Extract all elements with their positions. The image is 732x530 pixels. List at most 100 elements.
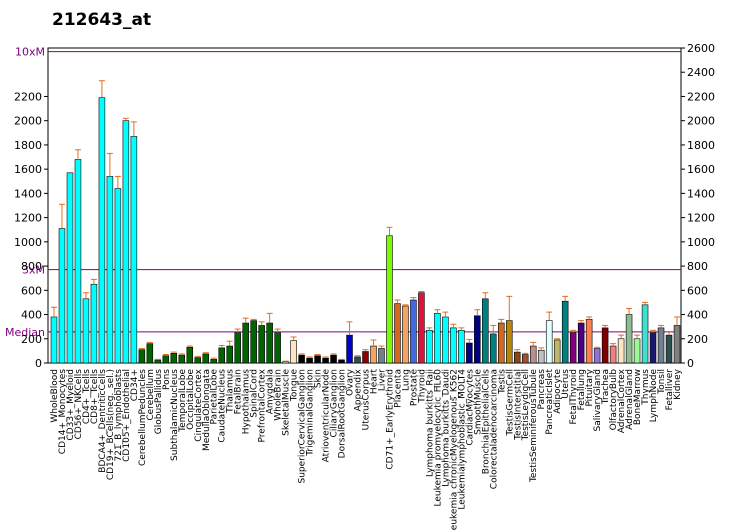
bar [130,136,138,364]
category-label: SalivaryGland [593,369,603,432]
category-label: TestisInterstitial [513,369,523,441]
bar [266,322,273,364]
left-tick-label: 1600 [14,163,42,176]
category-label: Thymus [641,369,651,406]
category-label: Liver [377,369,387,391]
category-label: CD56+_NKCells [74,369,84,440]
category-label: PancreaticIslet [545,369,555,435]
category-label: Leukemia promyelocytic_HL60 [433,369,443,507]
bar [66,172,74,364]
category-label: SkeletalMuscle [282,369,292,436]
bar [410,299,417,364]
right-tick-label: 1000 [687,236,715,249]
left-tick-label: 2000 [14,115,42,128]
category-label: Trachea [601,369,611,405]
bar [498,322,505,364]
bar [537,349,545,364]
bar [474,315,481,364]
bars [50,97,681,364]
category-label: AdrenalGland [625,369,635,430]
category-label: CD33+_Myeloid [66,369,76,441]
category-label: Leukemialymphoblastic_MOLT4 [457,369,467,510]
category-label: Appendix [354,368,364,411]
bar [370,345,377,364]
category-label: Ovary [346,368,356,396]
category-label: AtrioventricularNode [322,369,332,463]
bar [82,298,90,364]
bar [282,361,289,364]
bar [362,351,369,364]
bar [577,322,585,364]
category-label: Lung [401,369,411,391]
reference-line-label: Median [5,326,45,339]
bar [162,355,170,364]
category-label: CD19+_BCells(neg._sel.) [106,369,116,480]
error-bars [50,80,681,362]
bar [90,283,98,364]
plot-frame [47,47,682,364]
left-tick-label: 2200 [14,90,42,103]
category-label: Uterus [561,369,571,399]
bar [50,316,58,364]
category-label: SmoothMuscle [473,369,483,435]
right-tick-label: 200 [687,333,708,346]
category-label: Leukemia chronicMyelogenous_K562 [449,369,459,530]
bar [418,292,425,364]
category-label: CerebellumPeduncles [138,369,148,466]
left-tick-label: 1200 [14,212,42,225]
left-tick-label: 400 [21,309,42,322]
bar [442,316,449,364]
category-label: TestisGermCell [505,369,515,437]
category-label: WholeBrain [274,369,284,421]
category-label: Amygdala [266,369,276,414]
bar [569,332,577,364]
bar [178,354,186,364]
bar [114,188,122,364]
category-label: TemporalLobe [178,369,188,433]
bar [106,176,114,364]
category-label: FetalBrain [234,369,244,414]
category-label: Heart [369,369,379,395]
right-tick-label: 0 [687,357,694,370]
bar [514,351,521,364]
category-label: PrefrontalCortex [258,368,268,442]
category-label: Colorectaladenocarcinoma [489,369,499,489]
right-tick-label: 2200 [687,90,715,103]
category-label: DorsalRootGanglion [338,369,348,458]
category-label: Lymphoma burkitts_Daudi [441,369,451,487]
bar [330,354,337,364]
category-label: CD105+_Endothelial [122,369,132,462]
bar [314,355,321,364]
category-label: BDCA4+_DentriticCells [98,369,108,473]
category-label: SpinalCord [250,369,260,418]
bar [633,338,641,364]
category-label: Tonsil [657,369,667,395]
bar [673,325,681,364]
bar [218,347,225,364]
bar [322,357,329,364]
category-label: CingulateCortex [194,368,204,441]
category-label: CD34+ [130,369,140,401]
category-label: Pancreas [537,369,547,410]
bar [529,345,537,364]
bar [553,339,561,364]
bar [146,343,154,364]
left-tick-label: 800 [21,260,42,273]
left-tick-label: 1800 [14,139,42,152]
category-label: OccipitalLobe [186,369,196,430]
category-label: BronchialEpithelialCells [481,369,491,475]
category-label: AdrenalCortex [617,368,627,433]
bar [434,313,441,364]
bar [298,354,305,364]
axes: 0 200 400 600 800 1000 1200 1400 1600 1800 2000 220… [14,42,715,370]
bar [601,327,609,364]
category-label: MedullaOblongata [202,369,212,451]
left-tick-label: 1400 [14,187,42,200]
right-tick-label: 1400 [687,187,715,200]
bar [234,332,241,364]
right-tick-label: 600 [687,284,708,297]
bar [458,329,465,364]
right-tick-label: 1800 [687,139,715,152]
category-label: Kidney [673,368,683,399]
